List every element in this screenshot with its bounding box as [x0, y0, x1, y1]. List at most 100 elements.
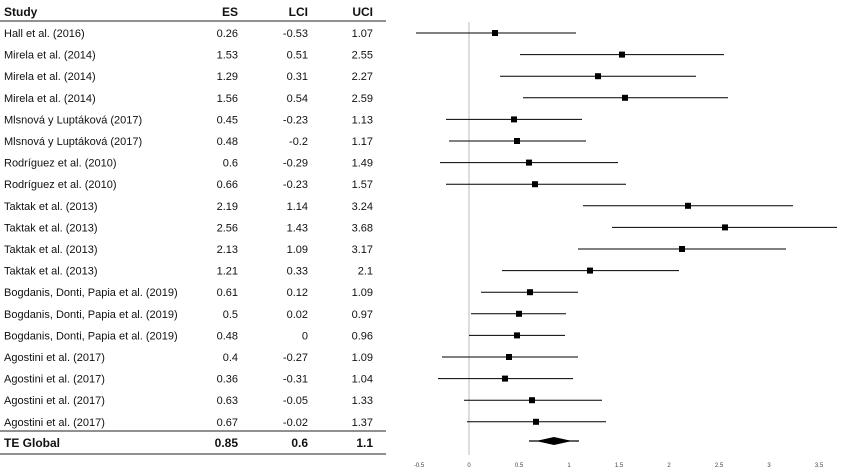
lci-value: -0.53 — [283, 28, 308, 40]
header-lci: LCI — [289, 5, 308, 19]
es-value: 0.61 — [217, 287, 238, 299]
uci-value: 2.55 — [352, 50, 373, 62]
study-name: Agostini et al. (2017) — [4, 352, 105, 364]
es-value: 2.19 — [217, 201, 238, 213]
effect-square — [679, 246, 685, 252]
x-tick-label: -0.5 — [414, 463, 425, 469]
lci-value: 0.12 — [287, 287, 308, 299]
x-tick-label: 1 — [567, 463, 571, 469]
header-es: ES — [222, 5, 238, 19]
lci-value: -0.27 — [283, 352, 308, 364]
uci-value: 1.49 — [352, 158, 373, 170]
table-row: Taktak et al. (2013) 2.19 1.14 3.24 — [4, 201, 793, 213]
x-axis-ticks: -0.5 0 0.5 1 1.5 2 2.5 3 3.5 — [414, 463, 824, 469]
es-value: 0.45 — [217, 114, 238, 126]
study-name: Mirela et al. (2014) — [4, 71, 96, 83]
effect-square — [492, 30, 498, 36]
uci-value: 2.1 — [358, 266, 373, 278]
study-name: Hall et al. (2016) — [4, 28, 85, 40]
lci-value: 0.31 — [287, 71, 308, 83]
es-value: 0.48 — [217, 136, 238, 148]
es-value: 2.56 — [217, 222, 238, 234]
effect-square — [514, 332, 520, 339]
table-row: Mlsnová y Luptáková (2017) 0.48 -0.2 1.17 — [4, 136, 586, 148]
lci-value: 0.02 — [287, 309, 308, 321]
study-rows: Hall et al. (2016) 0.26 -0.53 1.07 Mirela et… — [4, 28, 837, 429]
table-row: Taktak et al. (2013) 1.21 0.33 2.1 — [4, 266, 679, 278]
table-row: Agostini et al. (2017) 0.36 -0.31 1.04 — [4, 374, 573, 386]
study-name: Mirela et al. (2014) — [4, 50, 96, 62]
table-row: Hall et al. (2016) 0.26 -0.53 1.07 — [4, 28, 576, 40]
uci-value: 2.59 — [352, 93, 373, 105]
effect-square — [511, 116, 517, 123]
lci-value: -0.31 — [283, 374, 308, 386]
table-row: Agostini et al. (2017) 0.63 -0.05 1.33 — [4, 395, 602, 407]
uci-value: 1.09 — [352, 352, 373, 364]
uci-value: 3.68 — [352, 222, 373, 234]
overall-diamond — [536, 437, 572, 445]
effect-square — [587, 267, 593, 274]
table-row: Mirela et al. (2014) 1.53 0.51 2.55 — [4, 50, 724, 62]
es-value: 0.67 — [217, 417, 238, 429]
table-row: Bogdanis, Donti, Papia et al. (2019) 0.5 0… — [4, 309, 566, 321]
study-name: Mlsnová y Luptáková (2017) — [4, 114, 142, 126]
header-study: Study — [4, 5, 38, 19]
effect-square — [526, 159, 532, 166]
es-value: 2.13 — [217, 244, 238, 256]
table-row: Taktak et al. (2013) 2.13 1.09 3.17 — [4, 244, 786, 256]
lci-value: 0 — [302, 330, 308, 342]
uci-value: 1.13 — [352, 114, 373, 126]
overall-uci: 1.1 — [356, 436, 373, 450]
uci-value: 1.07 — [352, 28, 373, 40]
es-value: 0.48 — [217, 330, 238, 342]
es-value: 0.4 — [223, 352, 238, 364]
table-row: Mlsnová y Luptáková (2017) 0.45 -0.23 1.13 — [4, 114, 582, 126]
study-name: Mirela et al. (2014) — [4, 93, 96, 105]
x-tick-label: 0.5 — [515, 463, 524, 469]
es-value: 0.26 — [217, 28, 238, 40]
lci-value: -0.2 — [289, 136, 308, 148]
x-tick-label: 2 — [667, 463, 671, 469]
effect-square — [622, 94, 628, 101]
x-tick-label: 2.5 — [715, 463, 724, 469]
es-value: 0.5 — [223, 309, 238, 321]
lci-value: -0.29 — [283, 158, 308, 170]
header-uci: UCI — [352, 5, 373, 19]
uci-value: 0.96 — [352, 330, 373, 342]
es-value: 1.56 — [217, 93, 238, 105]
overall-es: 0.85 — [215, 436, 239, 450]
lci-value: -0.02 — [283, 417, 308, 429]
effect-square — [685, 202, 691, 209]
effect-square — [506, 354, 512, 360]
lci-value: 0.33 — [287, 266, 308, 278]
study-name: Bogdanis, Donti, Papia et al. (2019) — [4, 309, 178, 321]
x-tick-label: 3 — [767, 463, 771, 469]
study-name: Rodríguez et al. (2010) — [4, 179, 117, 191]
table-row: Bogdanis, Donti, Papia et al. (2019) 0.48… — [4, 330, 565, 342]
lci-value: -0.23 — [283, 114, 308, 126]
study-name: Agostini et al. (2017) — [4, 374, 105, 386]
es-value: 0.66 — [217, 179, 238, 191]
x-tick-label: 0 — [467, 463, 471, 469]
es-value: 1.53 — [217, 50, 238, 62]
table-row: Taktak et al. (2013) 2.56 1.43 3.68 — [4, 222, 837, 234]
effect-square — [532, 181, 538, 188]
uci-value: 1.17 — [352, 136, 373, 148]
uci-value: 1.57 — [352, 179, 373, 191]
lci-value: 0.54 — [287, 93, 308, 105]
table-row: Mirela et al. (2014) 1.56 0.54 2.59 — [4, 93, 728, 105]
uci-value: 1.37 — [352, 417, 373, 429]
lci-value: 1.43 — [287, 222, 308, 234]
study-name: Rodríguez et al. (2010) — [4, 158, 117, 170]
effect-square — [595, 73, 601, 80]
effect-square — [533, 418, 539, 425]
effect-square — [619, 51, 625, 58]
table-row: Agostini et al. (2017) 0.67 -0.02 1.37 — [4, 417, 606, 429]
uci-value: 1.33 — [352, 395, 373, 407]
overall-lci: 0.6 — [291, 436, 308, 450]
table-row: Agostini et al. (2017) 0.4 -0.27 1.09 — [4, 352, 578, 364]
effect-square — [516, 310, 522, 317]
x-tick-label: 3.5 — [815, 463, 824, 469]
effect-square — [527, 289, 533, 296]
